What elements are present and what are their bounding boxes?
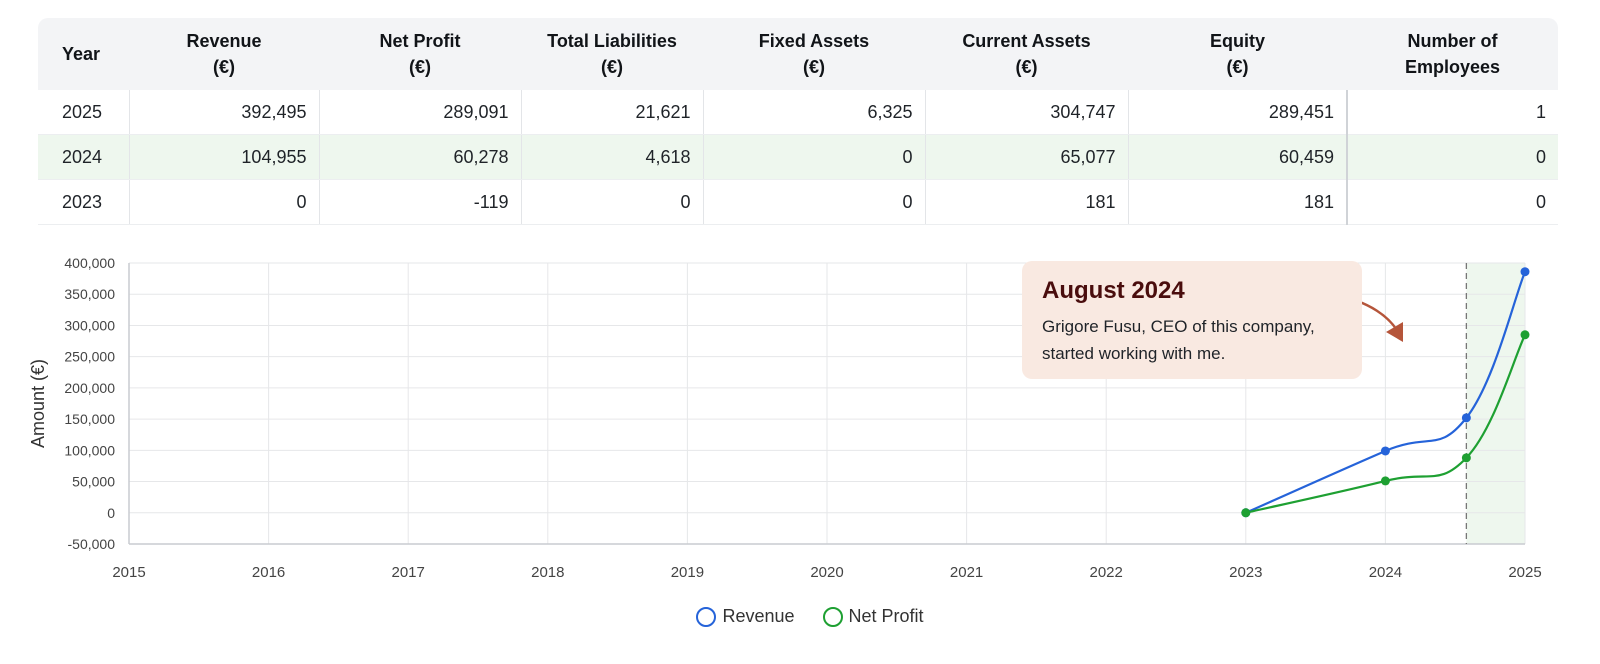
series-line-revenue bbox=[1245, 271, 1527, 514]
chart-legend: Revenue Net Profit bbox=[0, 606, 1600, 627]
cell-total-liabilities: 4,618 bbox=[521, 134, 704, 180]
y-tick-label: 300,000 bbox=[64, 317, 115, 333]
y-tick-label: 350,000 bbox=[64, 286, 115, 302]
header-fixed-assets: Fixed Assets (€) bbox=[703, 18, 925, 90]
data-point-revenue bbox=[1461, 413, 1471, 423]
x-tick-label: 2017 bbox=[392, 564, 425, 581]
y-tick-label: 50,000 bbox=[72, 474, 115, 490]
cell-revenue: 104,955 bbox=[129, 134, 320, 180]
financial-table: Year Revenue (€) Net Profit (€) Total Liab… bbox=[38, 18, 1558, 225]
cell-current-assets: 65,077 bbox=[925, 134, 1129, 180]
legend-label-net-profit: Net Profit bbox=[848, 606, 924, 626]
header-net-profit: Net Profit (€) bbox=[319, 18, 521, 90]
legend-label-revenue: Revenue bbox=[722, 606, 795, 626]
cell-equity: 181 bbox=[1128, 179, 1348, 225]
header-total-liabilities: Total Liabilities (€) bbox=[521, 18, 703, 90]
financial-table-container: Year Revenue (€) Net Profit (€) Total Liab… bbox=[38, 18, 1558, 225]
y-tick-label: -50,000 bbox=[68, 536, 116, 552]
header-equity: Equity (€) bbox=[1128, 18, 1347, 90]
data-point-net-profit bbox=[1520, 330, 1530, 340]
table-row: 2023 0 -119 0 0 181 181 0 bbox=[38, 179, 1558, 225]
cell-fixed-assets: 0 bbox=[703, 134, 926, 180]
y-axis-label: Amount (€) bbox=[28, 359, 48, 448]
cell-employees: 0 bbox=[1347, 179, 1558, 225]
y-tick-label: 150,000 bbox=[64, 411, 115, 427]
cell-total-liabilities: 21,621 bbox=[521, 90, 704, 135]
data-point-net-profit bbox=[1380, 476, 1390, 486]
x-tick-label: 2016 bbox=[252, 564, 285, 581]
x-tick-label: 2015 bbox=[112, 564, 145, 581]
x-tick-label: 2023 bbox=[1229, 564, 1262, 581]
x-tick-label: 2024 bbox=[1369, 564, 1402, 581]
cell-equity: 60,459 bbox=[1128, 134, 1348, 180]
legend-item-net-profit[interactable]: Net Profit bbox=[822, 606, 924, 627]
header-current-assets: Current Assets (€) bbox=[925, 18, 1128, 90]
x-tick-label: 2022 bbox=[1090, 564, 1123, 581]
table-row: 2024 104,955 60,278 4,618 0 65,077 60,45… bbox=[38, 134, 1558, 180]
cell-current-assets: 181 bbox=[925, 179, 1129, 225]
cell-revenue: 392,495 bbox=[129, 90, 320, 135]
table-header-row: Year Revenue (€) Net Profit (€) Total Liab… bbox=[38, 18, 1558, 90]
cell-year: 2024 bbox=[38, 134, 130, 180]
x-tick-label: 2018 bbox=[531, 564, 564, 581]
cell-employees: 0 bbox=[1347, 134, 1558, 180]
x-tick-label: 2020 bbox=[810, 564, 843, 581]
callout-text: Grigore Fusu, CEO of this company, start… bbox=[1042, 317, 1315, 363]
series-line-net-profit bbox=[1245, 334, 1526, 514]
callout-title: August 2024 bbox=[1042, 277, 1185, 304]
callout-arrow-head bbox=[1386, 322, 1403, 342]
data-point-net-profit bbox=[1461, 453, 1471, 463]
cell-net-profit: 289,091 bbox=[319, 90, 522, 135]
table-row: 2025 392,495 289,091 21,621 6,325 304,74… bbox=[38, 90, 1558, 135]
legend-swatch-revenue bbox=[696, 606, 717, 627]
annotation-callout: August 2024 Grigore Fusu, CEO of this co… bbox=[1022, 261, 1362, 379]
y-tick-label: 400,000 bbox=[64, 255, 115, 271]
cell-revenue: 0 bbox=[129, 179, 320, 225]
x-tick-label: 2021 bbox=[950, 564, 983, 581]
cell-year: 2023 bbox=[38, 179, 130, 225]
cell-total-liabilities: 0 bbox=[521, 179, 704, 225]
cell-equity: 289,451 bbox=[1128, 90, 1348, 135]
legend-swatch-net-profit bbox=[822, 606, 843, 627]
header-year: Year bbox=[38, 18, 129, 90]
data-point-revenue bbox=[1380, 446, 1390, 456]
cell-current-assets: 304,747 bbox=[925, 90, 1129, 135]
cell-fixed-assets: 6,325 bbox=[703, 90, 926, 135]
x-tick-label: 2025 bbox=[1508, 564, 1541, 581]
cell-year: 2025 bbox=[38, 90, 130, 135]
header-revenue: Revenue (€) bbox=[129, 18, 319, 90]
cell-fixed-assets: 0 bbox=[703, 179, 926, 225]
cell-employees: 1 bbox=[1347, 90, 1558, 135]
cell-net-profit: -119 bbox=[319, 179, 522, 225]
header-employees: Number of Employees bbox=[1347, 18, 1558, 90]
y-tick-label: 200,000 bbox=[64, 380, 115, 396]
x-tick-label: 2019 bbox=[671, 564, 704, 581]
y-tick-label: 100,000 bbox=[64, 442, 115, 458]
cell-net-profit: 60,278 bbox=[319, 134, 522, 180]
y-tick-label: 0 bbox=[107, 505, 115, 521]
y-tick-label: 250,000 bbox=[64, 349, 115, 365]
legend-item-revenue[interactable]: Revenue bbox=[696, 606, 795, 627]
data-point-revenue bbox=[1520, 267, 1530, 277]
data-point-net-profit bbox=[1241, 508, 1251, 518]
